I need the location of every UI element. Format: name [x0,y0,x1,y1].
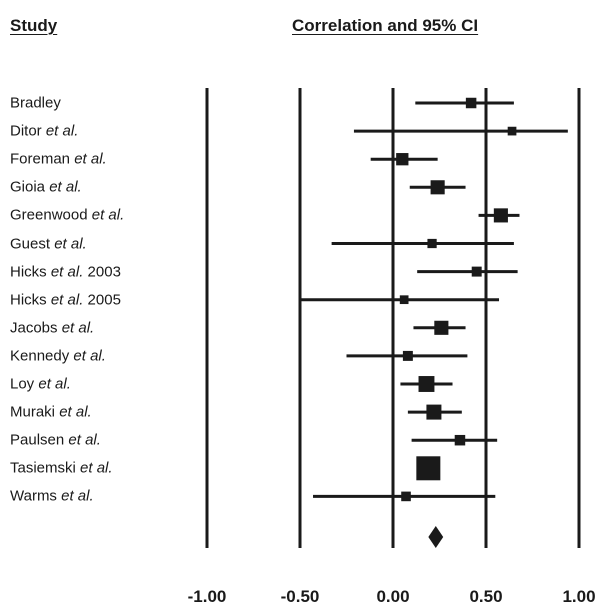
point-estimate-marker [402,350,413,361]
study-suffix: et al. [91,206,125,224]
study-label: Kennedy et al. [10,347,106,364]
study-name: Gioia [10,178,46,196]
study-name: Guest [10,235,51,252]
study-suffix: et al. [49,178,82,196]
study-label: Paulsen et al. [10,432,101,449]
study-suffix: et al. [80,459,113,477]
study-label: Gioia et al. [10,179,82,196]
point-estimate-marker [396,153,409,166]
x-tick-label: 1.00 [562,587,596,606]
point-estimate-marker [418,376,435,392]
study-suffix: et al. [54,235,87,252]
study-suffix: et al. [45,122,79,140]
summary-diamond [428,526,444,548]
study-label: Tasiemski et al. [10,460,113,477]
point-estimate-marker [427,238,437,249]
study-suffix: et al. [61,487,94,505]
study-suffix: et al. [38,375,71,393]
study-label: Foreman et al. [10,151,107,168]
study-name: Greenwood [10,206,88,224]
study-suffix: et al. [50,263,84,281]
point-estimate-marker [426,404,442,420]
study-column-header: Study [10,16,58,35]
point-estimate-marker [401,491,411,502]
study-label: Bradley [10,95,61,112]
study-label: Jacobs et al. [10,319,94,336]
study-name: Tasiemski [10,459,76,477]
x-tick-label: 0.00 [376,587,410,606]
study-label: Loy et al. [10,376,71,393]
study-suffix: et al. [68,431,101,449]
point-estimate-marker [471,266,482,277]
study-label: Guest et al. [10,235,87,252]
study-label: Hicks et al. 2003 [10,263,121,281]
study-suffix: et al. [61,319,95,337]
ci-column-header: Correlation and 95% CI [292,16,479,35]
point-estimate-marker [507,126,517,136]
point-estimate-marker [493,208,508,223]
point-estimate-marker [399,295,409,305]
study-name: Foreman [10,150,71,168]
study-name: Jacobs [10,319,58,337]
point-estimate-marker [416,456,441,481]
study-suffix: et al. [73,347,106,365]
study-suffix: et al. [50,291,84,309]
x-tick-label: -0.50 [280,587,320,606]
study-name: Hicks [10,291,47,309]
point-estimate-marker [434,320,449,335]
study-suffix: et al. [74,150,107,168]
study-label: Greenwood et al. [10,207,124,224]
study-name: Warms [10,487,57,505]
study-label: Warms et al. [10,488,94,505]
study-name: Muraki [10,403,56,421]
point-estimate-marker [430,180,445,195]
x-tick-label: 0.50 [469,587,503,606]
study-label: Muraki et al. [10,404,92,421]
study-suffix: et al. [59,403,92,421]
point-estimate-marker [465,97,477,109]
point-estimate-marker [454,434,466,446]
study-name: Ditor [10,122,42,140]
study-name: Bradley [10,94,61,112]
study-name: Hicks [10,263,47,281]
study-name: Loy [10,375,35,393]
study-name: Kennedy [10,347,70,365]
study-name: Paulsen [10,431,65,449]
x-tick-label: -1.00 [187,587,227,606]
study-label: Hicks et al. 2005 [10,291,121,309]
study-label: Ditor et al. [10,123,78,140]
